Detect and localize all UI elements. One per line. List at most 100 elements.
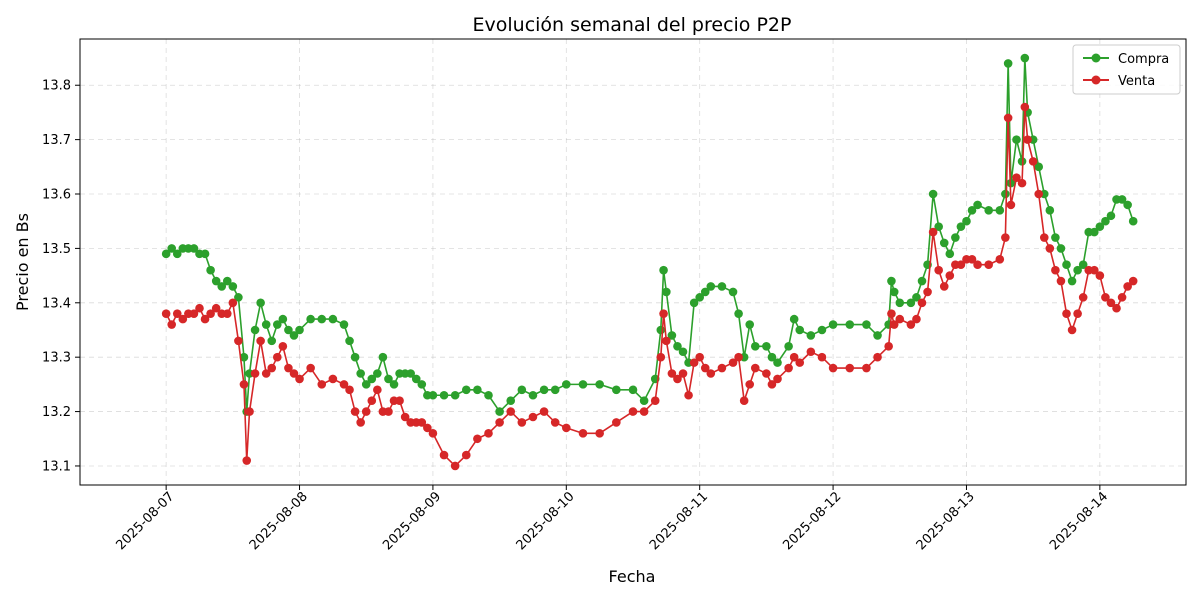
data-point-venta — [189, 309, 199, 318]
data-point-venta — [678, 369, 688, 378]
data-point-venta — [967, 254, 977, 264]
data-point-venta — [1112, 303, 1121, 313]
data-point-venta — [1123, 282, 1132, 291]
data-point-compra — [1034, 162, 1044, 172]
data-point-compra — [428, 390, 438, 400]
data-point-compra — [673, 342, 682, 351]
data-point-compra — [887, 276, 896, 286]
data-point-venta — [673, 374, 682, 384]
data-point-compra — [1056, 244, 1066, 253]
data-point-venta — [884, 342, 893, 351]
data-point-compra — [306, 314, 315, 324]
data-point-venta — [1039, 233, 1049, 242]
data-point-compra — [250, 325, 260, 335]
data-point-compra — [806, 331, 816, 340]
data-point-compra — [278, 314, 288, 324]
y-axis-label: Precio en Bs — [13, 213, 32, 311]
data-point-venta — [178, 314, 188, 324]
data-point-venta — [450, 461, 460, 471]
data-point-compra — [945, 249, 955, 259]
y-tick-label: 13.6 — [42, 188, 71, 203]
data-point-venta — [745, 380, 755, 389]
data-point-compra — [967, 206, 977, 215]
data-point-compra — [734, 309, 743, 318]
data-point-venta — [706, 369, 716, 378]
data-point-venta — [917, 298, 927, 308]
data-point-venta — [328, 374, 338, 384]
data-point-compra — [962, 216, 971, 226]
data-point-venta — [289, 369, 299, 378]
y-tick-label: 13.5 — [42, 242, 71, 257]
data-point-venta — [1062, 309, 1071, 318]
data-point-venta — [562, 423, 571, 433]
data-point-compra — [373, 369, 382, 378]
data-point-venta — [1067, 325, 1077, 335]
data-point-venta — [306, 363, 315, 373]
data-point-venta — [172, 309, 182, 318]
data-point-venta — [939, 282, 949, 291]
data-point-compra — [217, 282, 227, 291]
data-point-venta — [739, 396, 749, 405]
data-point-venta — [928, 227, 938, 237]
data-point-venta — [273, 352, 282, 362]
data-point-venta — [887, 309, 896, 318]
data-point-compra — [484, 390, 493, 400]
data-point-venta — [695, 352, 704, 362]
data-point-compra — [639, 396, 649, 405]
data-point-venta — [700, 363, 710, 373]
data-point-venta — [689, 358, 699, 367]
data-point-compra — [1078, 260, 1088, 270]
data-point-venta — [161, 309, 171, 318]
data-point-compra — [1089, 227, 1099, 237]
data-point-venta — [750, 363, 760, 373]
data-point-compra — [1045, 206, 1055, 215]
data-point-compra — [1123, 200, 1132, 210]
data-point-compra — [906, 298, 916, 308]
data-point-venta — [628, 407, 638, 416]
data-point-compra — [628, 385, 638, 395]
data-point-compra — [239, 352, 249, 362]
data-point-venta — [595, 429, 604, 438]
data-point-venta — [550, 418, 560, 427]
data-point-venta — [1020, 102, 1030, 112]
data-point-compra — [528, 390, 538, 400]
data-point-venta — [1056, 276, 1066, 286]
data-point-venta — [278, 342, 288, 351]
data-point-compra — [789, 314, 799, 324]
data-point-compra — [659, 265, 668, 275]
data-point-venta — [195, 303, 204, 313]
data-point-compra — [562, 380, 571, 389]
data-point-compra — [784, 342, 793, 351]
y-tick-label: 13.1 — [42, 459, 71, 474]
data-point-venta — [473, 434, 482, 444]
data-point-venta — [539, 407, 549, 416]
data-point-venta — [1006, 200, 1016, 210]
data-point-compra — [345, 336, 354, 346]
data-point-venta — [295, 374, 304, 384]
data-point-venta — [995, 254, 1005, 264]
data-point-compra — [1106, 211, 1116, 221]
data-point-venta — [817, 352, 827, 362]
data-point-venta — [662, 336, 671, 346]
data-point-venta — [762, 369, 771, 378]
data-point-compra — [706, 282, 716, 291]
data-point-venta — [211, 303, 221, 313]
chart-title: Evolución semanal del precio P2P — [473, 14, 792, 36]
data-point-compra — [339, 320, 349, 329]
data-point-compra — [356, 369, 365, 378]
data-point-compra — [222, 276, 232, 286]
data-point-compra — [261, 320, 271, 329]
data-point-venta — [728, 358, 738, 367]
data-point-compra — [172, 249, 182, 259]
data-point-venta — [984, 260, 993, 270]
data-point-venta — [717, 363, 727, 373]
data-point-compra — [917, 276, 927, 286]
data-point-compra — [934, 222, 943, 231]
data-point-venta — [828, 363, 838, 373]
data-point-venta — [1001, 233, 1010, 242]
data-point-compra — [411, 374, 421, 384]
data-point-compra — [1095, 222, 1105, 231]
data-point-compra — [984, 206, 993, 215]
data-point-compra — [295, 325, 304, 335]
data-point-venta — [684, 390, 693, 400]
